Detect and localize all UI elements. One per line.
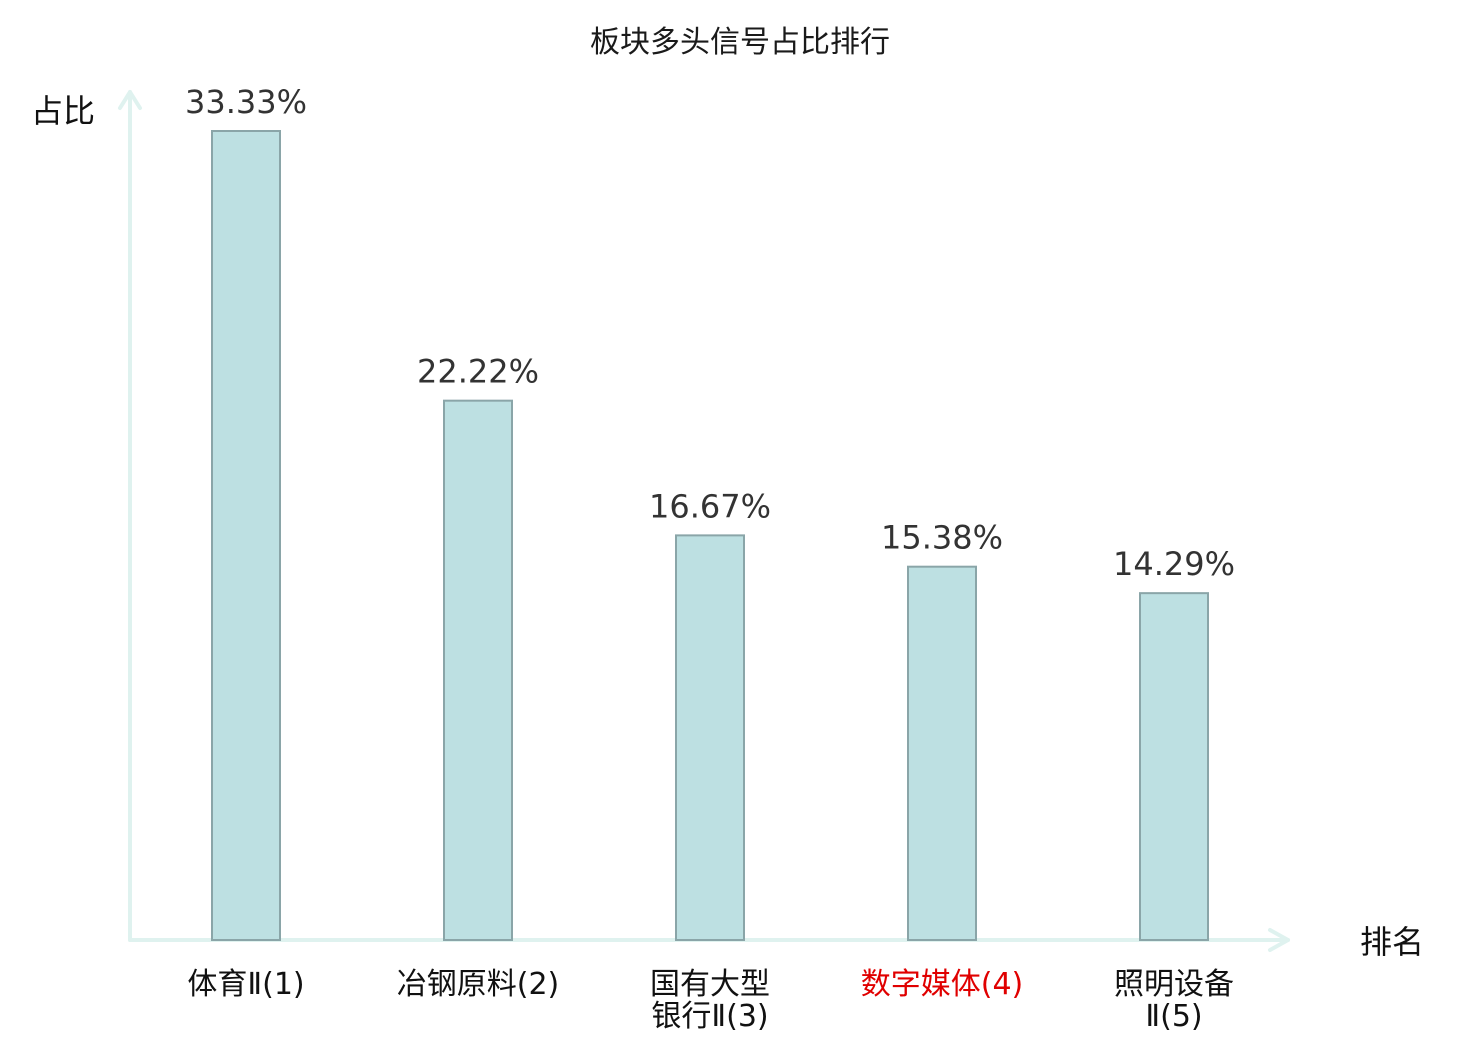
category-label-2: 冶钢原料(2): [397, 967, 560, 1002]
y-axis-arrow: [118, 90, 142, 110]
value-label-3: 16.67%: [649, 487, 771, 525]
x-axis-arrow: [1268, 928, 1290, 952]
category-label-5-line-2: Ⅱ(5): [1145, 999, 1202, 1034]
y-axis-label: 占比: [31, 92, 95, 130]
x-axis-label: 排名: [1360, 923, 1424, 961]
value-label-1: 33.33%: [185, 83, 307, 121]
category-label-5-line-1: 照明设备: [1114, 967, 1234, 1002]
value-label-5: 14.29%: [1113, 545, 1235, 583]
bar-5: [1139, 592, 1209, 942]
chart-title: 板块多头信号占比排行: [590, 25, 890, 60]
value-label-4: 15.38%: [881, 519, 1003, 557]
bars-group: [211, 130, 1209, 942]
value-labels-group: 33.33% 22.22% 16.67% 15.38% 14.29%: [185, 83, 1235, 583]
bar-4: [907, 565, 977, 941]
value-label-2: 22.22%: [417, 353, 539, 391]
category-label-1: 体育Ⅱ(1): [187, 967, 304, 1002]
category-label-4: 数字媒体(4): [861, 967, 1024, 1002]
bar-3: [675, 534, 745, 942]
category-label-3-line-1: 国有大型: [650, 967, 770, 1002]
bar-1: [211, 130, 281, 941]
bar-2: [443, 399, 513, 941]
category-label-3-line-2: 银行Ⅱ(3): [651, 999, 768, 1034]
